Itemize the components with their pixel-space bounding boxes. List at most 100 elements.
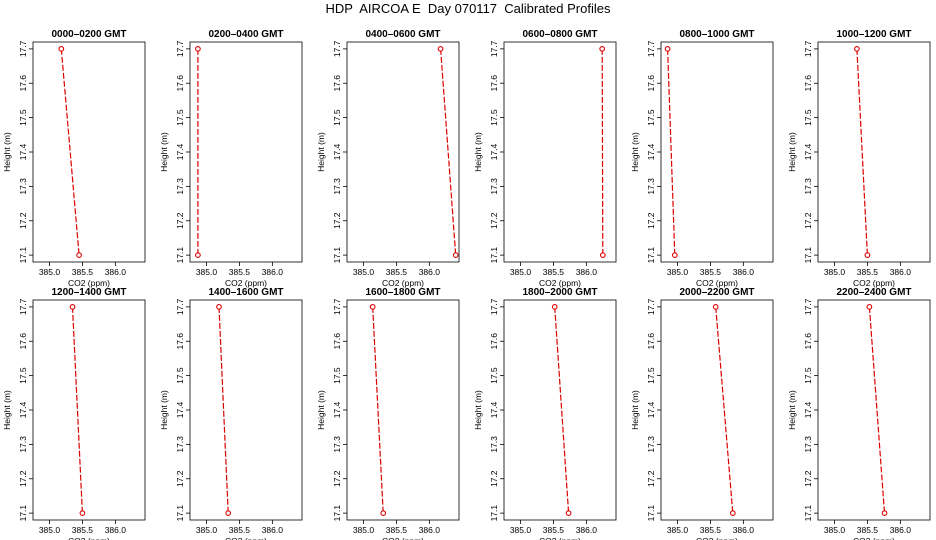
panel-6-y-tick-label: 17.4 — [803, 143, 813, 160]
panel-9-data-point — [369, 304, 376, 310]
panel-6-y-axis-label: Height (m) — [787, 132, 797, 172]
panel-11-y-tick-label: 17.6 — [646, 333, 656, 350]
panel-7-profile-line — [71, 306, 83, 514]
panel-6-data-point — [864, 252, 871, 258]
panel-1-x-axis-label: CO2 (ppm) — [68, 278, 110, 288]
panel-2-x-tick-label: 385.5 — [229, 267, 251, 277]
panel-8-y-tick-label: 17.2 — [175, 470, 185, 487]
panel-8-y-tick-label: 17.4 — [175, 401, 185, 418]
panel-9-profile-line — [372, 306, 384, 514]
panel-12-title: 2200–2400 GMT — [836, 287, 911, 298]
panel-9-y-tick-label: 17.2 — [332, 470, 342, 487]
panel-8-y-axis-label: Height (m) — [159, 390, 169, 430]
panel-10-x-tick-label: 385.0 — [510, 525, 532, 535]
panel-2-y-tick-label: 17.5 — [175, 109, 185, 126]
panel-4-data-point — [599, 252, 606, 258]
panel-12-plot-frame — [817, 299, 931, 521]
panel-2-x-tick-label: 385.0 — [196, 267, 218, 277]
panel-5-profile-line — [667, 48, 676, 256]
panel-9-x-tick-label: 385.5 — [386, 525, 408, 535]
panel-11-y-tick-label: 17.7 — [646, 298, 656, 315]
panel-2-title: 0200–0400 GMT — [208, 29, 283, 40]
panel-9-y-tick-label: 17.5 — [332, 367, 342, 384]
panel-4-y-tick-label: 17.4 — [489, 143, 499, 160]
panel-7-y-tick-label: 17.5 — [18, 367, 28, 384]
panel-8-y-tick-label: 17.3 — [175, 436, 185, 453]
panel-10-y-tick-label: 17.1 — [489, 505, 499, 522]
panel-7-title: 1200–1400 GMT — [51, 287, 126, 298]
panel-6-y-tick-label: 17.6 — [803, 75, 813, 92]
panel-4-y-tick-label: 17.1 — [489, 247, 499, 264]
panel-3-x-tick-label: 385.5 — [386, 267, 408, 277]
panel-1-y-tick-label: 17.6 — [18, 75, 28, 92]
panel-3-y-tick-label: 17.4 — [332, 143, 342, 160]
panel-7-data-point — [69, 304, 76, 310]
panel-8-y-tick-label: 17.6 — [175, 333, 185, 350]
panel-5-y-tick-label: 17.1 — [646, 247, 656, 264]
panel-9-y-tick-label: 17.6 — [332, 333, 342, 350]
panel-6-x-tick-label: 385.5 — [857, 267, 879, 277]
panel-6-data-point — [854, 46, 860, 52]
panel-10-y-tick-label: 17.6 — [489, 333, 499, 350]
panel-2-y-axis-label: Height (m) — [159, 132, 169, 172]
panel-11-plot-frame — [660, 299, 774, 521]
panel-2-y-tick-label: 17.4 — [175, 143, 185, 160]
panel-1-y-tick-label: 17.3 — [18, 178, 28, 195]
panel-7-y-tick-label: 17.6 — [18, 333, 28, 350]
panel-8-x-axis-label: CO2 (ppm) — [225, 536, 267, 540]
panel-10-profile-line — [554, 306, 570, 514]
panel-7-y-tick-label: 17.4 — [18, 401, 28, 418]
panel-7-x-axis-label: CO2 (ppm) — [68, 536, 110, 540]
panel-8-x-tick-label: 385.0 — [196, 525, 218, 535]
panel-3-y-tick-label: 17.5 — [332, 109, 342, 126]
panel-12-x-tick-label: 386.0 — [890, 525, 912, 535]
panel-2-y-tick-label: 17.6 — [175, 75, 185, 92]
panel-5-x-axis-label: CO2 (ppm) — [696, 278, 738, 288]
panel-5-y-tick-label: 17.4 — [646, 143, 656, 160]
panel-11-y-tick-label: 17.1 — [646, 505, 656, 522]
panel-8-y-tick-label: 17.5 — [175, 367, 185, 384]
panel-10-x-tick-label: 385.5 — [543, 525, 565, 535]
panel-2-y-tick-label: 17.7 — [175, 40, 185, 57]
panel-12-y-tick-label: 17.7 — [803, 298, 813, 315]
panel-6-y-tick-label: 17.2 — [803, 212, 813, 229]
panel-2-data-point — [195, 252, 201, 258]
panel-5-y-tick-label: 17.2 — [646, 212, 656, 229]
panel-1-y-axis-label: Height (m) — [2, 132, 12, 172]
panel-7-plot-frame — [32, 299, 146, 521]
panel-9-title: 1600–1800 GMT — [365, 287, 440, 298]
panel-5-data-point — [664, 46, 671, 52]
panel-4-y-tick-label: 17.3 — [489, 178, 499, 195]
panel-11-y-tick-label: 17.4 — [646, 401, 656, 418]
panel-5-y-tick-label: 17.7 — [646, 40, 656, 57]
panel-10-data-point — [551, 304, 558, 310]
panel-6-y-tick-label: 17.1 — [803, 247, 813, 264]
panel-6-x-axis-label: CO2 (ppm) — [853, 278, 895, 288]
panel-5-y-axis-label: Height (m) — [630, 132, 640, 172]
panel-6-y-tick-label: 17.7 — [803, 40, 813, 57]
panel-12-y-tick-label: 17.1 — [803, 505, 813, 522]
panel-1-y-tick-label: 17.7 — [18, 40, 28, 57]
panel-6-x-tick-label: 385.0 — [824, 267, 846, 277]
panel-1-y-tick-label: 17.4 — [18, 143, 28, 160]
panel-2-x-tick-label: 386.0 — [262, 267, 284, 277]
panel-12-y-tick-label: 17.6 — [803, 333, 813, 350]
panel-7-x-tick-label: 385.0 — [39, 525, 61, 535]
panel-6-x-tick-label: 386.0 — [890, 267, 912, 277]
panel-8-data-point — [225, 510, 232, 516]
panel-4-y-tick-label: 17.6 — [489, 75, 499, 92]
panel-1-y-tick-label: 17.5 — [18, 109, 28, 126]
panel-8-x-tick-label: 385.5 — [229, 525, 251, 535]
panel-10-title: 1800–2000 GMT — [522, 287, 597, 298]
panel-4-x-tick-label: 385.0 — [510, 267, 532, 277]
panel-7-x-tick-label: 385.5 — [72, 525, 94, 535]
panel-1-plot-frame — [32, 41, 146, 263]
panel-4-y-tick-label: 17.7 — [489, 40, 499, 57]
panel-10-plot-frame — [503, 299, 617, 521]
figure-title: HDP AIRCOA E Day 070117 Calibrated Profi… — [325, 1, 611, 16]
panel-3-x-tick-label: 386.0 — [419, 267, 441, 277]
panel-12-x-axis-label: CO2 (ppm) — [853, 536, 895, 540]
panel-5-plot-frame — [660, 41, 774, 263]
panel-11-x-tick-label: 386.0 — [733, 525, 755, 535]
panel-1-profile-line — [60, 48, 80, 256]
